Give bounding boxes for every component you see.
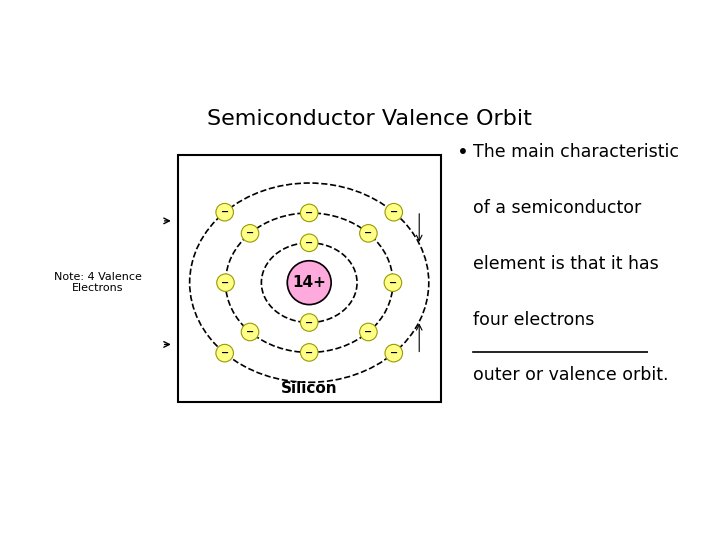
- Circle shape: [241, 323, 258, 341]
- Text: •: •: [456, 143, 469, 162]
- Text: four electrons: four electrons: [472, 310, 594, 328]
- Circle shape: [300, 234, 318, 252]
- Circle shape: [300, 343, 318, 361]
- Text: −: −: [220, 348, 229, 358]
- Circle shape: [385, 204, 402, 221]
- Circle shape: [359, 323, 377, 341]
- Ellipse shape: [287, 261, 331, 305]
- Text: −: −: [389, 278, 397, 288]
- Text: Note: 4 Valence
Electrons: Note: 4 Valence Electrons: [54, 272, 142, 293]
- Circle shape: [216, 204, 233, 221]
- Text: −: −: [390, 207, 398, 217]
- Text: −: −: [364, 228, 372, 238]
- Text: −: −: [220, 207, 229, 217]
- Text: of a semiconductor: of a semiconductor: [472, 199, 641, 217]
- Circle shape: [359, 225, 377, 242]
- Text: −: −: [305, 347, 313, 357]
- Text: Semiconductor Valence Orbit: Semiconductor Valence Orbit: [207, 109, 531, 129]
- Text: outer or valence orbit.: outer or valence orbit.: [472, 366, 668, 384]
- Bar: [178, 155, 441, 402]
- Text: −: −: [246, 327, 254, 337]
- Circle shape: [300, 204, 318, 222]
- Circle shape: [385, 345, 402, 362]
- Text: −: −: [305, 318, 313, 328]
- Text: The main characteristic: The main characteristic: [472, 143, 679, 161]
- Text: −: −: [222, 278, 230, 288]
- Text: −: −: [390, 348, 398, 358]
- Text: −: −: [364, 327, 372, 337]
- Text: −: −: [305, 238, 313, 248]
- Text: −: −: [246, 228, 254, 238]
- Text: element is that it has: element is that it has: [472, 255, 658, 273]
- Circle shape: [216, 345, 233, 362]
- Circle shape: [300, 314, 318, 331]
- Circle shape: [217, 274, 234, 292]
- Circle shape: [384, 274, 402, 292]
- Text: Silicon: Silicon: [281, 381, 338, 396]
- Circle shape: [241, 225, 258, 242]
- Text: −: −: [305, 208, 313, 218]
- Text: 14+: 14+: [292, 275, 326, 290]
